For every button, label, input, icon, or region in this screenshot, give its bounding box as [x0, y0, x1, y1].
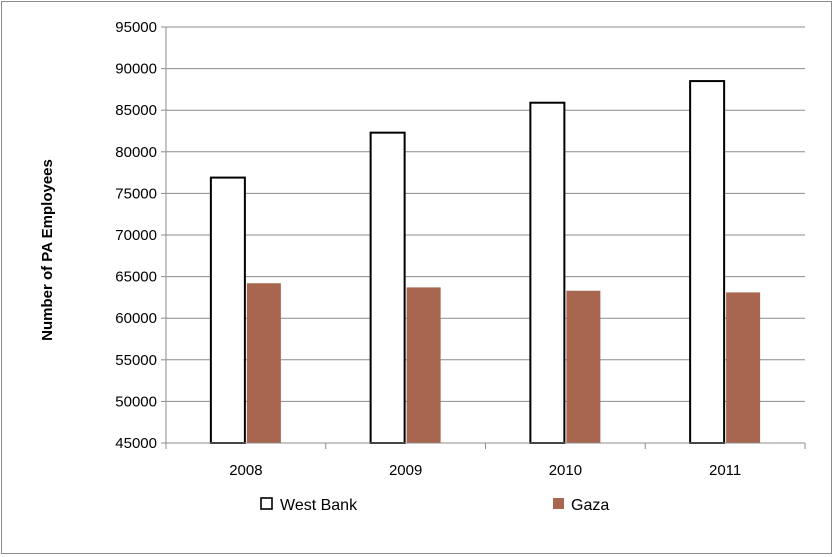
y-tick-label: 65000 [115, 269, 157, 286]
y-tick-label: 85000 [115, 102, 157, 119]
y-tick-label: 70000 [115, 227, 157, 244]
bar-west-bank-2008 [209, 176, 246, 444]
legend-swatch-west-bank [260, 497, 273, 510]
y-tick-label: 75000 [115, 185, 157, 202]
y-tick-label: 50000 [115, 393, 157, 410]
x-tick-label: 2008 [229, 462, 262, 479]
x-tick-label: 2010 [549, 462, 582, 479]
x-axis: 2008 2009 2010 2011 [165, 442, 806, 479]
bar-gaza-2008 [246, 283, 281, 443]
x-tick-label: 2009 [389, 462, 422, 479]
legend-label-west-bank: West Bank [280, 497, 358, 514]
bar-west-bank-2009 [369, 131, 406, 444]
y-tick-label: 90000 [115, 61, 157, 78]
legend-swatch-gaza [553, 498, 564, 509]
bar-gaza-2011 [726, 292, 761, 443]
y-axis-label: Number of PA Employees [39, 159, 56, 341]
bar-gaza-2010 [566, 290, 601, 443]
bar-west-bank-2011 [689, 80, 726, 445]
y-tick-label: 45000 [115, 435, 157, 452]
y-tick-label: 60000 [115, 310, 157, 327]
legend: West Bank Gaza [260, 497, 609, 514]
bar-gaza-2009 [406, 287, 441, 443]
bar-west-bank-2010 [529, 101, 566, 444]
y-tick-label: 95000 [115, 19, 157, 36]
legend-label-gaza: Gaza [571, 497, 609, 514]
x-tick-label: 2011 [709, 462, 741, 479]
y-tick-label: 80000 [115, 144, 157, 161]
y-axis-ticks: 45000 50000 55000 60000 65000 70000 75000 80000… [115, 19, 167, 452]
bars [209, 80, 761, 445]
y-tick-label: 55000 [115, 352, 157, 369]
